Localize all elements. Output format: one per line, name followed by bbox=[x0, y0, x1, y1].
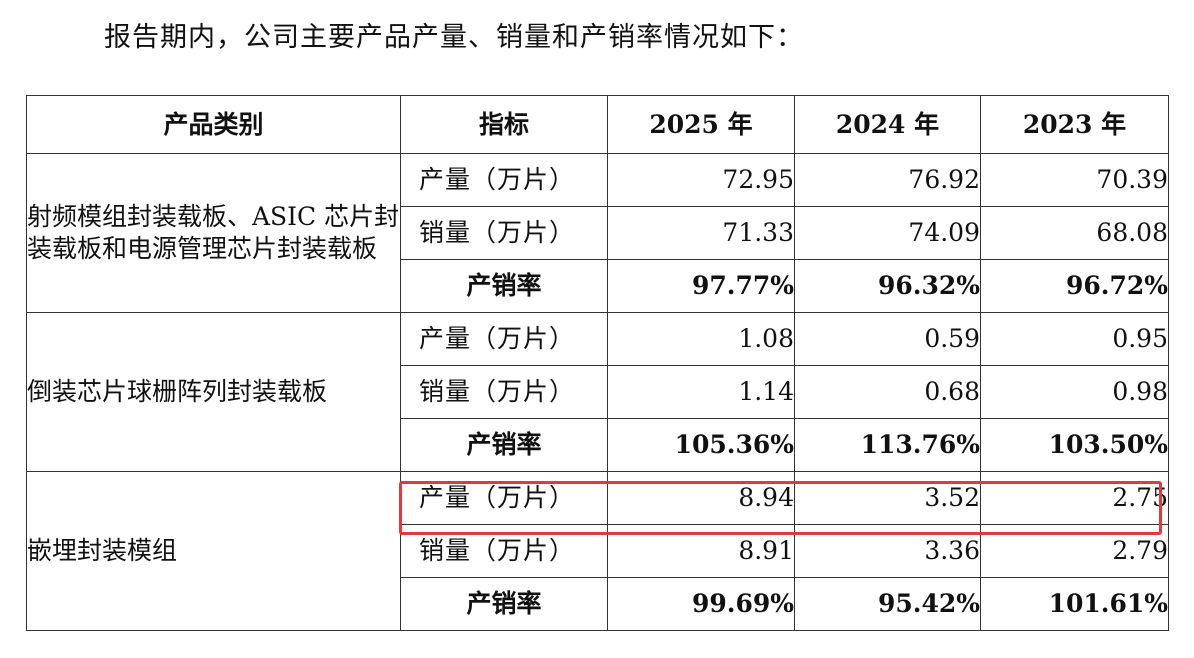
value-cell: 95.42% bbox=[794, 577, 981, 631]
metric-cell: 产量（万片） bbox=[400, 312, 608, 366]
table-row: 倒装芯片球栅阵列封装载板 产量（万片） 1.08 0.59 0.95 bbox=[26, 312, 1169, 472]
value-cell: 0.98 bbox=[980, 365, 1169, 419]
value-cell: 68.08 bbox=[980, 206, 1169, 260]
intro-paragraph: 报告期内，公司主要产品产量、销量和产销率情况如下： bbox=[104, 22, 804, 53]
metric-cell: 产销率 bbox=[400, 577, 608, 631]
value-cell: 0.59 bbox=[794, 312, 981, 366]
value-cell: 8.94 bbox=[607, 471, 795, 525]
value-cell: 105.36% bbox=[607, 418, 795, 472]
table-row: 射频模组封装载板、ASIC 芯片封装载板和电源管理芯片封装载板 产量（万片） 7… bbox=[26, 153, 1169, 313]
table-header-row: 产品类别 指标 2025 年 2024 年 2023 年 bbox=[26, 95, 1169, 154]
value-cell: 3.36 bbox=[794, 524, 981, 578]
value-cell: 2.75 bbox=[980, 471, 1169, 525]
header-year-2025: 2025 年 bbox=[607, 95, 795, 154]
metric-cell: 产销率 bbox=[400, 418, 608, 472]
value-cell: 71.33 bbox=[607, 206, 795, 260]
production-sales-table: 产品类别 指标 2025 年 2024 年 2023 年 射频模组封装载板、AS… bbox=[26, 95, 1169, 631]
header-year-2024: 2024 年 bbox=[794, 95, 981, 154]
metric-cell: 销量（万片） bbox=[400, 365, 608, 419]
category-cell: 嵌埋封装模组 bbox=[26, 471, 401, 631]
value-cell: 0.95 bbox=[980, 312, 1169, 366]
metric-cell: 产销率 bbox=[400, 259, 608, 313]
category-cell: 射频模组封装载板、ASIC 芯片封装载板和电源管理芯片封装载板 bbox=[26, 153, 401, 313]
value-cell: 8.91 bbox=[607, 524, 795, 578]
value-cell: 2.79 bbox=[980, 524, 1169, 578]
value-cell: 103.50% bbox=[980, 418, 1169, 472]
value-cell: 74.09 bbox=[794, 206, 981, 260]
value-cell: 96.72% bbox=[980, 259, 1169, 313]
value-cell: 1.14 bbox=[607, 365, 795, 419]
value-cell: 76.92 bbox=[794, 153, 981, 207]
table-row: 嵌埋封装模组 产量（万片） 8.94 3.52 2.75 bbox=[26, 471, 1169, 631]
value-cell: 97.77% bbox=[607, 259, 795, 313]
header-category: 产品类别 bbox=[26, 95, 401, 154]
value-cell: 70.39 bbox=[980, 153, 1169, 207]
metric-cell: 产量（万片） bbox=[400, 471, 608, 525]
header-metric: 指标 bbox=[400, 95, 608, 154]
table-row: 产销率 105.36% 113.76% 103.50% bbox=[27, 418, 1169, 472]
category-cell: 倒装芯片球栅阵列封装载板 bbox=[26, 312, 401, 472]
table-row: 产销率 99.69% 95.42% 101.61% bbox=[27, 577, 1169, 631]
metric-cell: 销量（万片） bbox=[400, 206, 608, 260]
metric-cell: 产量（万片） bbox=[400, 153, 608, 207]
value-cell: 99.69% bbox=[607, 577, 795, 631]
value-cell: 72.95 bbox=[607, 153, 795, 207]
value-cell: 101.61% bbox=[980, 577, 1169, 631]
value-cell: 3.52 bbox=[794, 471, 981, 525]
value-cell: 113.76% bbox=[794, 418, 981, 472]
value-cell: 96.32% bbox=[794, 259, 981, 313]
header-year-2023: 2023 年 bbox=[980, 95, 1169, 154]
value-cell: 1.08 bbox=[607, 312, 795, 366]
value-cell: 0.68 bbox=[794, 365, 981, 419]
table-row: 销量（万片） 1.14 0.68 0.98 bbox=[27, 365, 1169, 419]
metric-cell: 销量（万片） bbox=[400, 524, 608, 578]
